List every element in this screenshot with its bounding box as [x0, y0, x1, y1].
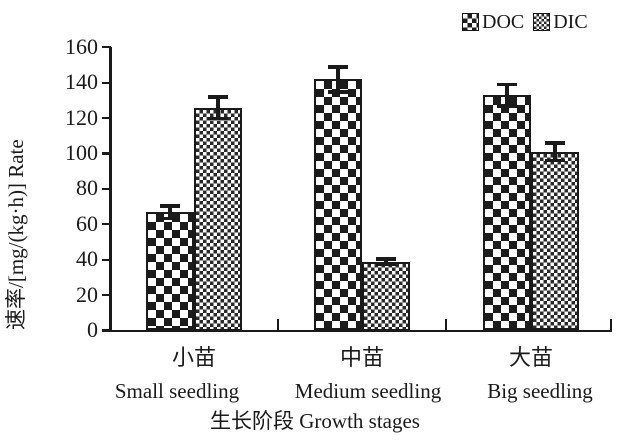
y-tick-20	[102, 293, 111, 297]
x-axis-separator-tick-2	[445, 319, 448, 330]
category-label-cn-small: 小苗	[171, 345, 216, 370]
x-axis-right-cap	[609, 319, 613, 331]
y-tick-120	[102, 116, 111, 120]
bar-doc-small-seedling	[146, 211, 194, 331]
dic-pattern-swatch	[533, 13, 551, 31]
y-tick-label-0: 0	[87, 317, 98, 342]
category-label-en-small: Small seedling	[114, 379, 240, 403]
chart-legend: DOC DIC	[462, 12, 588, 32]
y-tick-0	[102, 329, 111, 332]
x-axis-line	[109, 329, 612, 333]
y-tick-label-20: 20	[76, 281, 98, 307]
y-tick-label-120: 120	[65, 104, 98, 130]
category-label-cn-big: 大苗	[508, 345, 553, 370]
legend-label-dic: DIC	[553, 11, 588, 33]
x-axis-title: 生长阶段 Growth stages	[210, 409, 420, 433]
category-label-en-medium: Medium seedling	[294, 379, 442, 403]
y-tick-label-60: 60	[76, 210, 98, 236]
y-tick-100	[102, 152, 111, 155]
category-label-cn-medium: 中苗	[339, 345, 384, 370]
y-tick-80	[102, 187, 111, 191]
y-tick-60	[102, 223, 111, 226]
bar-doc-big-seedling	[483, 95, 531, 331]
y-tick-label-40: 40	[76, 246, 98, 272]
x-axis-separator-tick-1	[277, 319, 280, 330]
legend-entry-dic: DIC	[533, 11, 588, 33]
y-tick-160	[102, 46, 111, 49]
y-tick-label-160: 160	[65, 33, 98, 59]
bar-dic-medium-seedling	[362, 261, 410, 331]
doc-pattern-swatch	[462, 13, 479, 31]
legend-entry-doc: DOC	[462, 12, 524, 32]
y-tick-label-100: 100	[65, 140, 98, 165]
category-label-en-big: Big seedling	[487, 379, 593, 403]
y-tick-label-140: 140	[65, 69, 98, 95]
y-tick-140	[102, 81, 111, 84]
y-axis-title: 速率/[mg/(kg·h)] Rate	[4, 139, 28, 330]
bar-dic-small-seedling	[194, 107, 242, 331]
bar-doc-medium-seedling	[314, 79, 362, 331]
y-tick-label-80: 80	[76, 175, 98, 201]
legend-label-doc: DOC	[482, 11, 525, 33]
bar-dic-big-seedling	[531, 151, 579, 331]
y-tick-40	[102, 258, 111, 261]
